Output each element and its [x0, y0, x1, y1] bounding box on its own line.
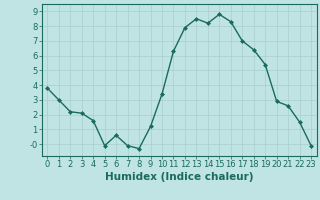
X-axis label: Humidex (Indice chaleur): Humidex (Indice chaleur) — [105, 172, 253, 182]
